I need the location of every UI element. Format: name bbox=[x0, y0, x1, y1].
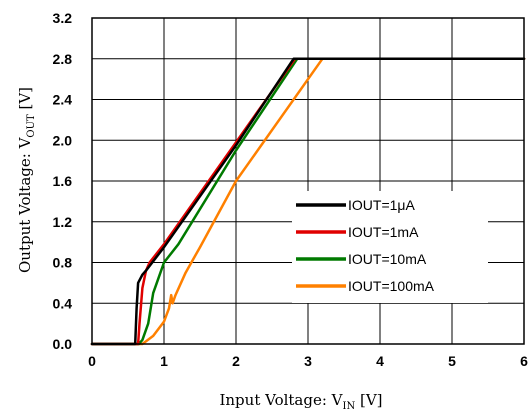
x-axis-label: Input Voltage: VIN [V] bbox=[219, 391, 382, 412]
plot-frame bbox=[91, 17, 525, 345]
x-tick-label: 1 bbox=[160, 353, 168, 369]
tick-labels: 0 1 2 3 4 5 6 0.0 0.4 0.8 1.2 1.6 2.0 2.4 2.8 3.2 bbox=[53, 10, 529, 369]
y-tick-label: 2.4 bbox=[53, 92, 73, 108]
series-lines bbox=[90, 57, 526, 346]
x-tick-label: 6 bbox=[520, 353, 528, 369]
y-tick-label: 1.2 bbox=[53, 214, 73, 230]
y-tick-label: 2.8 bbox=[53, 51, 73, 67]
y-tick-label: 0.0 bbox=[53, 336, 73, 352]
x-tick-label: 4 bbox=[376, 353, 384, 369]
legend: IOUT=1μA IOUT=1mA IOUT=10mA IOUT=100mA bbox=[292, 191, 488, 303]
x-tick-label: 0 bbox=[88, 353, 96, 369]
y-axis-label: Output Voltage: VOUT [V] bbox=[16, 87, 37, 273]
y-tick-label: 0.8 bbox=[53, 255, 73, 271]
y-tick-label: 0.4 bbox=[53, 295, 73, 311]
series-line bbox=[90, 57, 526, 346]
legend-label: IOUT=100mA bbox=[348, 278, 435, 294]
x-tick-label: 3 bbox=[304, 353, 312, 369]
series-line bbox=[90, 57, 526, 346]
x-tick-label: 2 bbox=[232, 353, 240, 369]
y-tick-label: 1.6 bbox=[53, 173, 73, 189]
y-tick-label: 3.2 bbox=[53, 10, 73, 26]
legend-label: IOUT=10mA bbox=[348, 251, 427, 267]
x-tick-label: 5 bbox=[448, 353, 456, 369]
legend-label: IOUT=1μA bbox=[348, 197, 415, 213]
legend-label: IOUT=1mA bbox=[348, 224, 419, 240]
y-tick-label: 2.0 bbox=[53, 132, 73, 148]
series-line bbox=[90, 57, 526, 346]
